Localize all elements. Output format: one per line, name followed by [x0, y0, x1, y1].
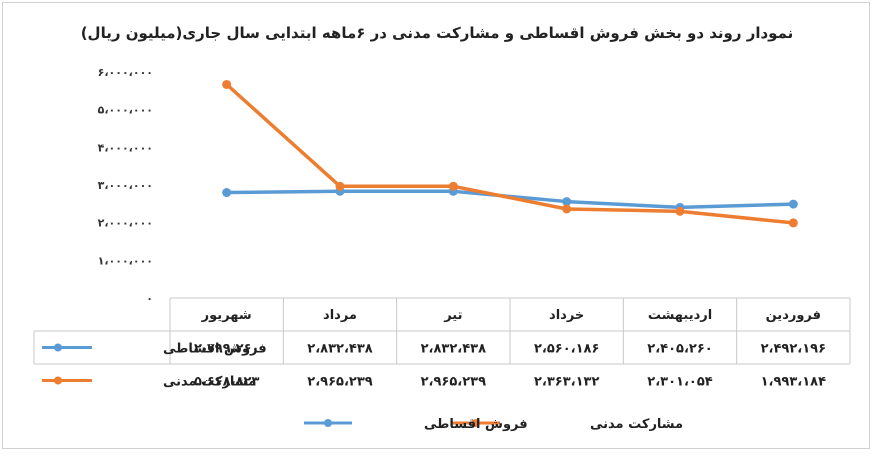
data-point [562, 204, 572, 214]
legend-label: فروش اقساطی [424, 417, 528, 432]
data-label: ۲،۷۹۹،۲۶۰ [194, 342, 259, 357]
y-tick-label: ۶،۰۰۰،۰۰۰ [98, 66, 153, 79]
category-label: تیر [443, 308, 462, 323]
data-point [335, 181, 345, 191]
series-line [225, 83, 794, 225]
row-legend-key-marker [54, 343, 62, 352]
category-label: اردیبهشت [648, 308, 712, 323]
y-tick-label: ۱،۰۰۰،۰۰۰ [98, 254, 153, 267]
data-label: ۲،۵۶۰،۱۸۶ [534, 342, 599, 357]
data-label: ۵،۶۶۸،۸۲۳ [194, 375, 259, 390]
y-tick-label: ۳،۰۰۰،۰۰۰ [98, 179, 153, 192]
legend-label: مشارکت مدنی [590, 417, 683, 432]
y-tick-label: ۰ [146, 292, 153, 305]
data-label: ۲،۸۳۲،۴۳۸ [421, 342, 486, 357]
data-point [448, 181, 458, 191]
data-point [222, 188, 232, 198]
data-point [788, 218, 798, 228]
category-label: مرداد [323, 308, 357, 323]
data-label: ۲،۸۳۲،۴۳۸ [307, 342, 372, 357]
chart-title: نمودار روند دو بخش فروش اقساطی و مشارکت … [81, 24, 794, 42]
category-label: فروردین [766, 308, 821, 323]
data-label: ۲،۹۶۵،۲۳۹ [421, 375, 486, 390]
chart-frame [2, 2, 870, 449]
category-label: خرداد [549, 308, 584, 323]
data-point [788, 199, 798, 209]
data-label: ۲،۴۰۵،۲۶۰ [647, 342, 712, 357]
row-series-name: فروش اقساطی [163, 342, 267, 357]
y-tick-label: ۲،۰۰۰،۰۰۰ [98, 217, 153, 230]
data-point [675, 206, 685, 216]
row-legend-key-marker [54, 376, 62, 385]
data-point [222, 79, 232, 89]
legend-key-marker [472, 419, 480, 427]
category-label: شهریور [201, 308, 252, 323]
y-tick-label: ۴،۰۰۰،۰۰۰ [98, 141, 153, 154]
data-label: ۲،۳۰۱،۰۵۴ [647, 375, 712, 390]
data-label: ۲،۴۹۲،۱۹۶ [761, 342, 826, 357]
legend-key-marker [324, 419, 332, 427]
y-tick-label: ۵،۰۰۰،۰۰۰ [98, 104, 153, 117]
row-series-name: مشارکت مدنی [163, 375, 256, 390]
data-point [562, 197, 572, 207]
data-label: ۱،۹۹۳،۱۸۴ [761, 375, 826, 390]
data-label: ۲،۳۶۳،۱۳۲ [534, 375, 599, 390]
data-label: ۲،۹۶۵،۲۳۹ [307, 375, 372, 390]
